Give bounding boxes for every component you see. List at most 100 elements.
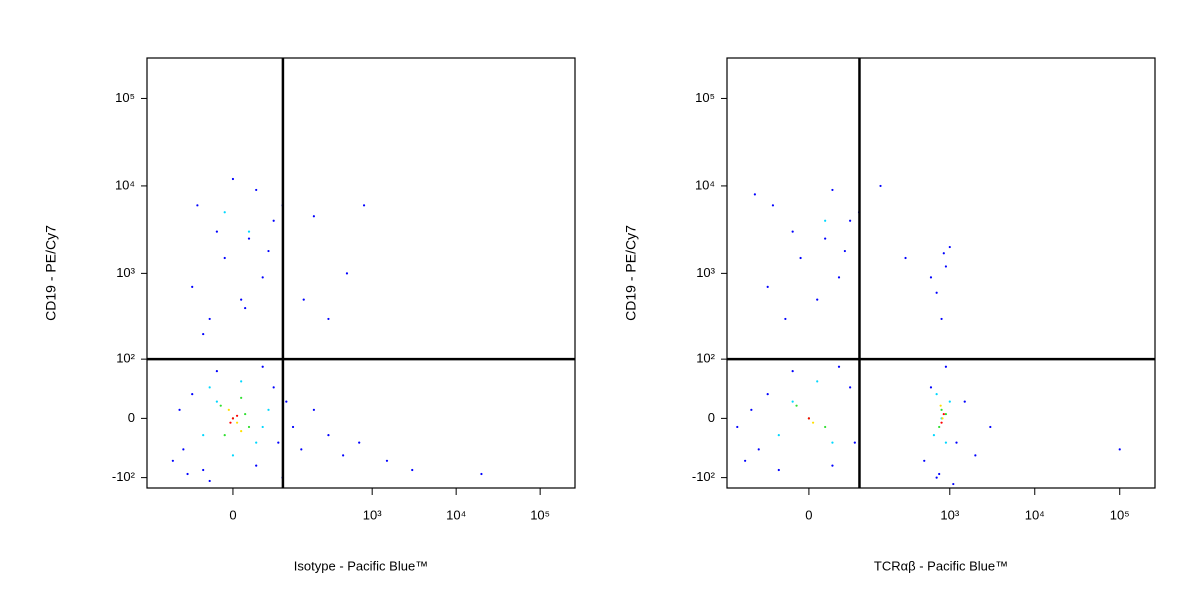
x-tick-label: 10⁴ — [446, 507, 466, 522]
event-dot — [989, 425, 992, 429]
event-dot — [824, 219, 827, 222]
event-dot — [843, 249, 846, 253]
event-dot — [944, 412, 948, 416]
event-dot — [938, 425, 941, 429]
event-dot — [219, 404, 222, 407]
event-dot — [362, 204, 366, 207]
event-dot — [944, 265, 948, 268]
y-tick-label: 10⁴ — [115, 177, 135, 192]
y-tick-label: 10² — [116, 351, 135, 366]
event-dot — [312, 408, 315, 411]
event-dot — [255, 441, 258, 444]
event-dot — [929, 386, 933, 389]
event-dot — [385, 459, 389, 462]
event-dot — [196, 204, 199, 207]
event-dot — [935, 476, 938, 479]
x-tick-label: 10⁴ — [1025, 507, 1045, 522]
y-tick-label: 0 — [128, 410, 135, 425]
event-dot — [766, 285, 769, 289]
event-dot — [261, 365, 264, 368]
event-dot — [940, 317, 943, 321]
x-tick-label: 10³ — [363, 507, 382, 522]
plot-frame — [146, 57, 576, 489]
event-dot — [831, 464, 834, 467]
event-dot — [777, 468, 780, 472]
event-dot — [974, 454, 977, 457]
event-dot — [223, 434, 226, 437]
event-dot — [208, 386, 211, 389]
event-dot — [853, 441, 856, 444]
event-dot — [771, 204, 775, 207]
event-dot — [753, 193, 756, 196]
event-dot — [191, 393, 194, 396]
event-dot — [816, 380, 819, 383]
event-dot — [272, 219, 275, 222]
x-axis-title: Isotype - Pacific Blue™ — [294, 558, 428, 573]
event-dot — [261, 425, 264, 429]
x-tick-label: 0 — [229, 507, 236, 522]
event-dot — [231, 417, 235, 420]
event-dot — [480, 472, 483, 476]
event-dot — [231, 177, 235, 181]
event-dot — [244, 412, 247, 416]
event-dot — [178, 408, 181, 411]
event-dot — [215, 370, 218, 373]
y-tick-label: -10² — [692, 469, 716, 484]
event-dot — [191, 285, 194, 289]
event-dot — [929, 276, 933, 279]
event-dot — [235, 414, 239, 417]
y-tick-label: 10² — [696, 351, 715, 366]
event-dot — [227, 408, 230, 411]
event-dot — [208, 479, 211, 483]
event-dot — [215, 400, 218, 403]
event-dot — [247, 425, 251, 429]
y-tick-label: 10³ — [116, 265, 135, 280]
event-dot — [223, 211, 226, 214]
event-dot — [182, 448, 185, 451]
event-dot — [1118, 448, 1121, 451]
y-tick-label: 10³ — [696, 265, 715, 280]
x-axis-title: TCRαβ - Pacific Blue™ — [874, 558, 1008, 573]
event-dot — [291, 425, 295, 429]
event-dot — [940, 408, 943, 411]
event-dot — [952, 482, 955, 486]
y-axis-title: CD19 - PE/Cy7 — [43, 225, 59, 321]
event-dot — [750, 408, 753, 411]
event-dot — [944, 365, 948, 368]
event-dot — [942, 252, 945, 255]
event-dot — [229, 421, 232, 424]
event-dot — [240, 380, 243, 383]
event-dot — [904, 256, 907, 260]
event-dot — [302, 298, 305, 301]
event-dot — [795, 404, 798, 407]
y-tick-label: 10⁵ — [695, 90, 715, 105]
event-dot — [261, 276, 264, 279]
event-dot — [837, 365, 841, 368]
event-dot — [849, 219, 852, 222]
event-dot — [944, 441, 948, 444]
event-dot — [186, 472, 189, 476]
event-dot — [240, 429, 243, 433]
event-dot — [411, 468, 414, 472]
event-dot — [831, 188, 834, 192]
event-dot — [955, 441, 958, 444]
event-dot — [816, 298, 819, 301]
event-dot — [267, 249, 270, 253]
event-dot — [799, 256, 802, 260]
event-dot — [312, 215, 315, 218]
event-dot — [327, 317, 330, 321]
event-dot — [244, 306, 247, 310]
event-dot — [240, 298, 243, 301]
event-dot — [736, 425, 739, 429]
event-dot — [938, 472, 941, 476]
event-dot — [223, 256, 226, 260]
event-dot — [935, 393, 938, 396]
y-tick-label: 0 — [708, 410, 715, 425]
event-dot — [963, 400, 966, 403]
event-dot — [240, 396, 243, 399]
event-dot — [358, 441, 361, 444]
event-dot — [849, 386, 852, 389]
event-dot — [285, 400, 288, 403]
event-dot — [215, 230, 218, 233]
event-dot — [272, 386, 275, 389]
